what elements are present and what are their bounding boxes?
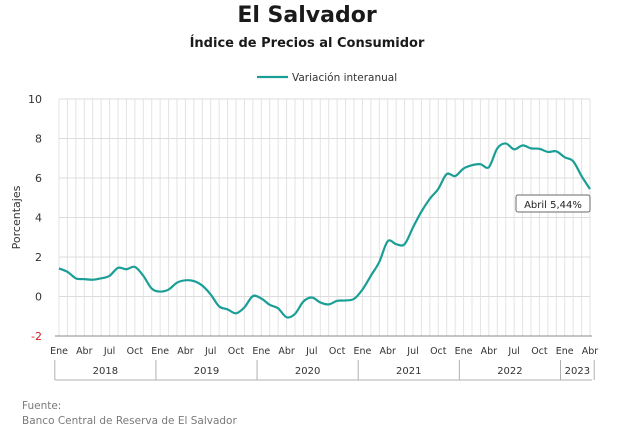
- x-tick-label: Jul: [406, 346, 418, 357]
- x-tick-label: Abr: [481, 346, 498, 357]
- y-axis-label: Porcentajes: [10, 185, 23, 249]
- annotation-box: [515, 194, 591, 213]
- line-chart: -2 0 2 4 6 8 10 Porcentajes Ene Abr Jul Oct Ene Abr Ju…: [10, 72, 599, 381]
- x-tick-label: Oct: [329, 346, 346, 357]
- y-tick-label: 2: [35, 251, 42, 264]
- y-tick-label: 6: [35, 172, 42, 185]
- source-text: Banco Central de Reserva de El Salvador: [22, 415, 237, 427]
- legend-label: Variación interanual: [292, 72, 397, 84]
- year-label: 2019: [194, 366, 219, 377]
- year-label: 2018: [93, 366, 118, 377]
- x-tick-label: Abr: [177, 346, 194, 357]
- series-line-variacion-interanual: [58, 142, 591, 319]
- y-tick-label: 0: [35, 291, 42, 304]
- y-tick-label: 8: [35, 133, 42, 146]
- year-label: 2022: [497, 366, 522, 377]
- x-tick-label: Oct: [430, 346, 447, 357]
- chart-title: El Salvador: [237, 3, 377, 28]
- x-tick-label: Abr: [278, 346, 295, 357]
- x-tick-label: Abr: [379, 346, 396, 357]
- year-label: 2021: [396, 366, 421, 377]
- x-tick-label: Jul: [204, 346, 216, 357]
- x-tick-label: Abr: [76, 346, 93, 357]
- x-tick-label: Jul: [507, 346, 519, 357]
- x-tick-label: Ene: [556, 346, 574, 357]
- year-label: 2020: [295, 366, 320, 377]
- annotation-label: Abril 5,44%: [524, 200, 582, 211]
- year-label: 2023: [565, 366, 590, 377]
- x-tick-label: Oct: [531, 346, 548, 357]
- y-tick-label: 10: [28, 93, 42, 106]
- x-tick-label: Jul: [103, 346, 115, 357]
- x-tick-label: Ene: [252, 346, 270, 357]
- x-tick-label: Ene: [50, 346, 68, 357]
- y-tick-label: 4: [35, 212, 42, 225]
- chart-subtitle: Índice de Precios al Consumidor: [189, 36, 425, 51]
- x-tick-label: Abr: [582, 346, 599, 357]
- y-tick-label: -2: [31, 330, 42, 343]
- x-tick-label: Ene: [455, 346, 473, 357]
- source-label: Fuente:: [22, 400, 62, 412]
- x-tick-label: Jul: [305, 346, 317, 357]
- x-tick-label: Oct: [127, 346, 144, 357]
- x-tick-label: Oct: [228, 346, 245, 357]
- x-tick-label: Ene: [151, 346, 169, 357]
- x-tick-label: Ene: [353, 346, 371, 357]
